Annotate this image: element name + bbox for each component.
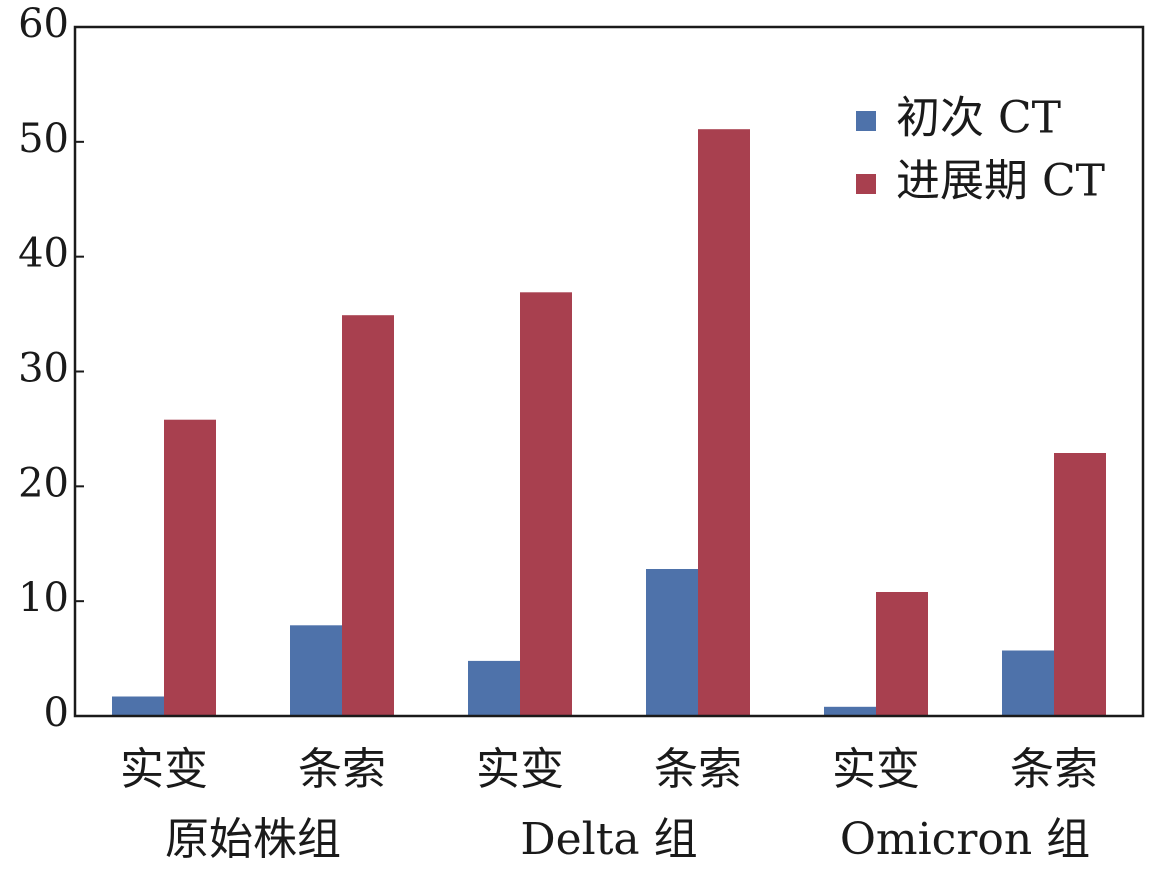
bar-progressive-ct-4 xyxy=(698,129,750,716)
legend-label: 进展期 CT xyxy=(896,156,1105,207)
x-category-label: 条索 xyxy=(654,744,742,795)
x-group-label: 原始株组 xyxy=(165,814,341,865)
x-group-label: Omicron 组 xyxy=(840,814,1090,865)
bar-initial-ct-3 xyxy=(468,660,520,716)
bar-initial-ct-5 xyxy=(824,706,876,716)
y-tick-label: 10 xyxy=(18,575,69,621)
x-category-label: 条索 xyxy=(1010,744,1098,795)
bar-progressive-ct-2 xyxy=(342,315,394,716)
bar-progressive-ct-6 xyxy=(1054,453,1106,716)
legend-label: 初次 CT xyxy=(896,93,1061,144)
legend-swatch xyxy=(856,111,876,131)
bar-initial-ct-2 xyxy=(290,625,342,716)
axes-layer xyxy=(73,25,1145,718)
y-tick-label: 50 xyxy=(18,116,69,162)
chart-legend: 初次 CT 进展期 CT xyxy=(856,93,1105,207)
x-category-label: 实变 xyxy=(120,744,208,795)
bar-initial-ct-1 xyxy=(112,696,164,716)
y-tick-label: 30 xyxy=(18,346,69,392)
bar-progressive-ct-5 xyxy=(876,592,928,716)
x-group-label: Delta 组 xyxy=(520,814,697,865)
x-category-label: 实变 xyxy=(832,744,920,795)
y-tick-label: 40 xyxy=(18,231,69,277)
legend-swatch xyxy=(856,174,876,194)
bar-initial-ct-4 xyxy=(646,569,698,716)
y-tick-label: 20 xyxy=(18,460,69,506)
y-tick-label: 0 xyxy=(44,690,69,736)
bar-progressive-ct-3 xyxy=(520,292,572,716)
x-category-label: 实变 xyxy=(476,744,564,795)
bar-initial-ct-6 xyxy=(1002,650,1054,716)
bars-layer xyxy=(112,129,1106,716)
y-tick-label: 60 xyxy=(18,1,69,47)
x-category-label: 条索 xyxy=(298,744,386,795)
bar-progressive-ct-1 xyxy=(164,419,216,716)
